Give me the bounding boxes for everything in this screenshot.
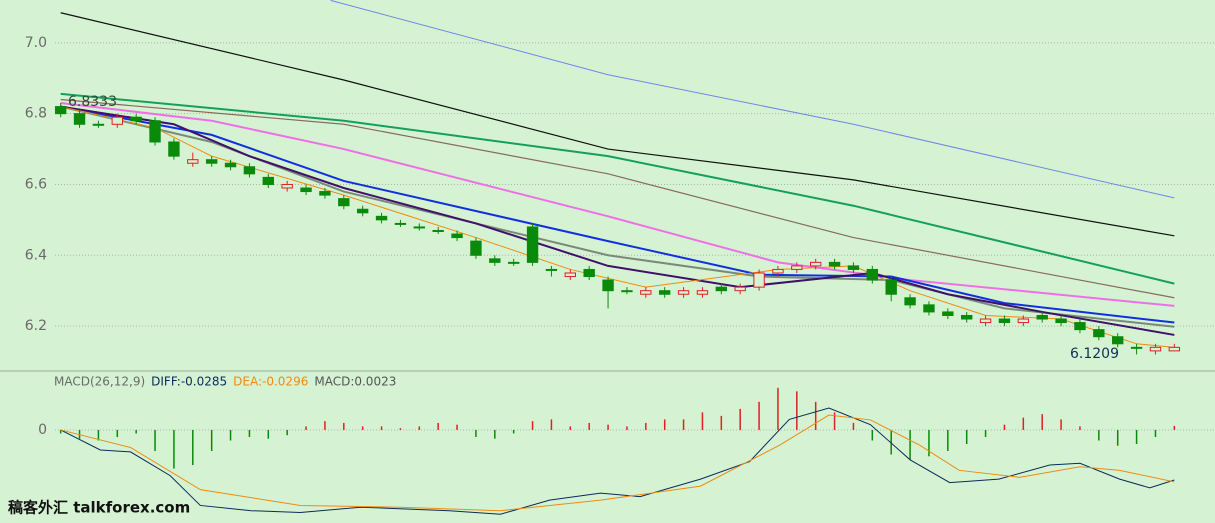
candle-body — [507, 261, 520, 264]
line-series — [330, 0, 1175, 199]
candle-body — [828, 261, 841, 267]
candle-body — [489, 258, 501, 263]
candle-body — [942, 311, 954, 316]
candle-body — [432, 229, 444, 232]
candle-body — [130, 116, 142, 122]
candle-body — [753, 272, 765, 288]
annotation: 6.8333 — [68, 94, 117, 110]
candle-body — [621, 290, 633, 293]
line-series — [60, 106, 1175, 348]
candle-body — [923, 304, 935, 313]
y-tick-label: 6.6 — [25, 176, 47, 192]
candle-body — [658, 290, 671, 295]
candle-body — [1130, 346, 1143, 349]
candle-body — [583, 268, 595, 278]
candle-body — [602, 279, 614, 292]
candle-body — [526, 226, 539, 263]
candle-body — [640, 290, 652, 295]
candle-body — [961, 314, 973, 320]
candle-body — [734, 286, 746, 292]
candle-body — [885, 279, 897, 295]
line-series — [60, 105, 1175, 324]
candle-body — [92, 123, 105, 126]
candle-body — [545, 268, 558, 271]
candle-body — [168, 141, 180, 157]
candle-body — [413, 226, 425, 229]
candle-body — [73, 113, 86, 125]
line-series — [60, 92, 1175, 285]
candle-body — [904, 297, 916, 306]
candle-body — [1112, 336, 1124, 345]
candle-body — [715, 286, 728, 292]
candle-body — [791, 265, 803, 270]
y-tick-label: 0 — [38, 422, 47, 438]
candle-body — [1093, 329, 1105, 338]
legend-entry: DIFF:-0.0285 — [151, 375, 227, 389]
candle-body — [375, 215, 388, 221]
line-series — [60, 98, 1175, 299]
watermark: 稿客外汇 talkforex.com — [8, 499, 190, 517]
candle-body — [1017, 318, 1030, 324]
y-tick-label: 6.4 — [25, 247, 47, 263]
candle-body — [451, 233, 463, 239]
line-series — [60, 102, 1175, 307]
candle-body — [866, 268, 879, 281]
line-series — [60, 12, 1175, 237]
line-series — [60, 105, 1175, 336]
candle-body — [1149, 346, 1162, 352]
annotation: 6.1209 — [1070, 346, 1119, 362]
candle-body — [810, 261, 822, 267]
candle-body — [1168, 346, 1181, 352]
candle-body — [205, 159, 218, 164]
candle-body — [243, 166, 256, 175]
candle-body — [847, 265, 860, 270]
candle-body — [998, 318, 1011, 324]
candle-body — [187, 159, 199, 164]
candle-body — [356, 208, 369, 214]
candle-body — [696, 290, 709, 295]
candle-body — [149, 120, 161, 143]
candle-body — [224, 162, 237, 168]
legend-entry: MACD:0.0023 — [314, 375, 396, 389]
candle-body — [1036, 314, 1048, 320]
candle-body — [1074, 322, 1086, 331]
candle-body — [281, 183, 293, 189]
y-tick-label: 6.8 — [25, 106, 47, 122]
candle-body — [300, 187, 312, 193]
candle-body — [772, 268, 784, 274]
legend-entry: MACD(26,12,9) — [54, 375, 145, 389]
candle-body — [54, 106, 67, 115]
y-tick-label: 6.2 — [25, 318, 47, 334]
candle-body — [111, 116, 123, 125]
candle-body — [470, 240, 482, 256]
candle-body — [979, 318, 992, 324]
candle-body — [394, 222, 407, 225]
candle-body — [338, 198, 350, 207]
candle-body — [677, 290, 690, 295]
candle-body — [262, 176, 274, 185]
line-series — [60, 414, 1175, 512]
line-series — [60, 407, 1175, 515]
candle-body — [1055, 318, 1067, 324]
legend-entry: DEA:-0.0296 — [233, 375, 308, 389]
candle-body — [564, 272, 577, 278]
y-tick-label: 7.0 — [25, 35, 47, 51]
candle-body — [319, 191, 331, 196]
